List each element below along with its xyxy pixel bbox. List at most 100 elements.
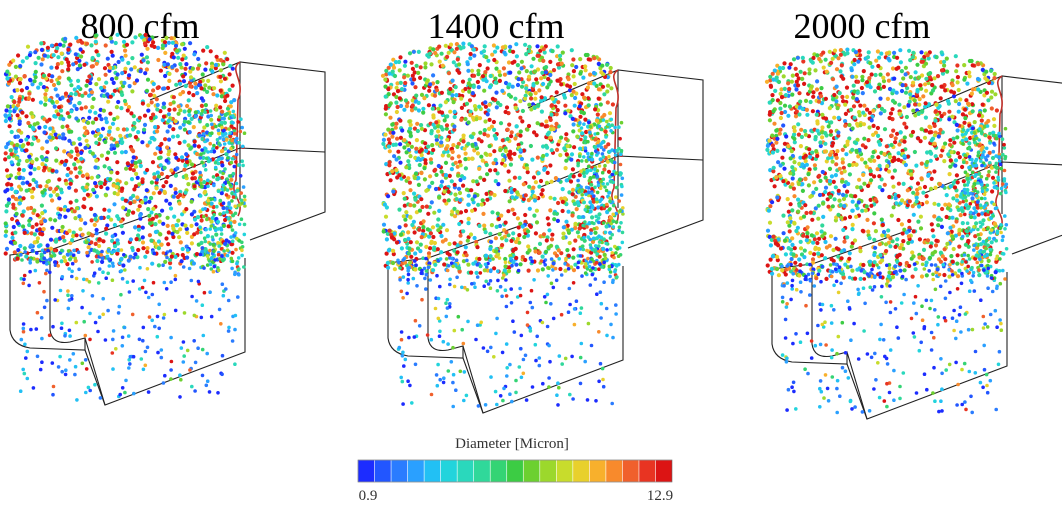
particle <box>39 82 43 86</box>
particle <box>541 382 545 386</box>
particle <box>408 181 412 185</box>
particle <box>391 249 395 253</box>
particle <box>484 254 488 258</box>
particle <box>59 289 63 293</box>
particle <box>56 112 60 116</box>
particle <box>560 273 564 277</box>
particle <box>534 359 538 363</box>
particle <box>468 56 472 60</box>
particle <box>410 61 414 65</box>
particle <box>230 257 234 261</box>
particle <box>453 193 457 197</box>
particle <box>410 223 414 227</box>
particle <box>582 96 586 100</box>
particle <box>400 330 404 334</box>
particle <box>57 365 61 369</box>
particle <box>37 244 41 248</box>
particle <box>414 263 418 267</box>
particle <box>384 215 388 219</box>
particle <box>128 201 132 205</box>
particle <box>124 181 128 185</box>
particle <box>423 158 427 162</box>
particle <box>25 56 29 60</box>
particle <box>438 330 442 334</box>
particle <box>153 152 157 156</box>
particle <box>990 189 994 193</box>
particle <box>130 163 134 167</box>
particle <box>466 142 470 146</box>
particle <box>438 378 442 382</box>
colorbar-min: 0.9 <box>359 488 378 504</box>
particle <box>614 195 618 199</box>
particle <box>212 270 216 274</box>
particle <box>79 218 83 222</box>
particle <box>185 160 189 164</box>
particle <box>170 52 174 56</box>
particle <box>395 137 399 141</box>
particle <box>32 386 36 390</box>
particle <box>9 148 13 152</box>
particle <box>610 180 614 184</box>
particle <box>182 79 186 83</box>
particle <box>608 70 612 74</box>
particle <box>208 390 212 394</box>
particle <box>31 178 35 182</box>
particle <box>67 307 71 311</box>
particle <box>534 77 538 81</box>
particle <box>133 65 137 69</box>
particle <box>153 252 157 256</box>
particle <box>229 147 233 151</box>
particle <box>383 85 387 89</box>
particle <box>187 143 191 147</box>
particle <box>63 259 67 263</box>
particle <box>23 231 27 235</box>
particle <box>220 176 224 180</box>
particle <box>767 139 771 143</box>
particle <box>447 51 451 55</box>
particle <box>237 273 241 277</box>
particle <box>845 190 849 194</box>
particle <box>196 67 200 71</box>
particle <box>182 354 186 358</box>
particle <box>168 266 172 270</box>
particle <box>119 106 123 110</box>
particle <box>209 109 213 113</box>
particle <box>597 234 601 238</box>
particle <box>506 128 510 132</box>
particle <box>610 123 614 127</box>
particle <box>556 219 560 223</box>
particle <box>534 180 538 184</box>
particle <box>483 268 487 272</box>
particle <box>511 260 515 264</box>
particle <box>98 137 102 141</box>
particle <box>562 93 566 97</box>
particle <box>554 176 558 180</box>
particle <box>104 73 108 77</box>
particle <box>447 264 451 268</box>
particle <box>606 100 610 104</box>
particle <box>883 183 887 187</box>
particle <box>231 239 235 243</box>
particle <box>55 46 59 50</box>
particle <box>21 214 25 218</box>
particle <box>619 153 623 157</box>
particle <box>566 210 570 214</box>
particle <box>612 256 616 260</box>
particle <box>422 219 426 223</box>
particle <box>120 269 124 273</box>
particle <box>943 247 947 251</box>
particle <box>127 358 131 362</box>
particle <box>101 239 105 243</box>
particle <box>439 234 443 238</box>
particle <box>180 155 184 159</box>
particle <box>465 394 469 398</box>
particle <box>590 215 594 219</box>
particle <box>95 228 99 232</box>
particle <box>535 133 539 137</box>
particle <box>617 254 621 258</box>
particle <box>209 150 213 154</box>
particle <box>505 366 509 370</box>
particle <box>609 247 613 251</box>
particle <box>100 250 104 254</box>
particle <box>60 259 64 263</box>
